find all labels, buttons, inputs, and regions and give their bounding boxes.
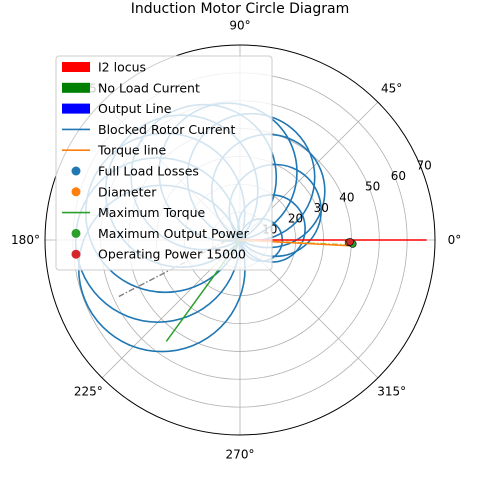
- legend-entry: Maximum Torque: [62, 205, 205, 220]
- operating-power-15000-point: [346, 238, 354, 246]
- radial-tick-label: 40: [339, 190, 354, 204]
- tick-labels: 0°45°90°135°180°225°270°315°102030405060…: [11, 19, 461, 462]
- legend-entry: Operating Power 15000: [71, 247, 246, 262]
- angle-tick-label: 180°: [11, 233, 40, 247]
- legend-swatch: [62, 82, 90, 93]
- radial-tick-label: 30: [314, 201, 329, 215]
- legend-swatch: [71, 166, 81, 176]
- legend-label: No Load Current: [98, 80, 200, 95]
- angle-tick-label: 0°: [448, 233, 462, 247]
- auxiliary-line: [239, 239, 355, 246]
- polar-frame: [44, 44, 436, 436]
- legend-label: Output Line: [98, 101, 172, 116]
- legend-entry: Torque line: [62, 143, 166, 158]
- radial-tick-label: 60: [391, 169, 406, 183]
- legend-label: Maximum Output Power: [98, 226, 250, 241]
- radial-tick-label: 50: [365, 180, 380, 194]
- legend-entry: No Load Current: [62, 80, 200, 95]
- legend-entry: Blocked Rotor Current: [62, 122, 235, 137]
- legend-label: Diameter: [98, 184, 157, 199]
- legend-label: Maximum Torque: [98, 205, 205, 220]
- legend-label: Torque line: [97, 143, 166, 158]
- legend-swatch: [62, 103, 90, 114]
- radial-tick-label: 70: [417, 158, 432, 172]
- legend-entry: Diameter: [71, 184, 157, 199]
- legend-label: I2 locus: [98, 60, 146, 75]
- angle-tick-label: 270°: [226, 448, 255, 462]
- chart-title: Induction Motor Circle Diagram: [131, 1, 350, 17]
- legend-entry: Maximum Output Power: [71, 226, 250, 241]
- legend-swatch: [62, 62, 90, 72]
- legend-swatch: [71, 249, 81, 259]
- angle-tick-label: 225°: [74, 385, 103, 399]
- legend-swatch: [71, 228, 81, 238]
- legend-entry: Full Load Losses: [71, 164, 199, 179]
- legend-label: Operating Power 15000: [98, 247, 246, 262]
- angle-tick-label: 315°: [377, 385, 406, 399]
- legend-swatch: [71, 187, 81, 197]
- angle-tick-label: 90°: [229, 19, 250, 33]
- legend-label: Blocked Rotor Current: [98, 122, 235, 137]
- angle-tick-label: 45°: [381, 81, 402, 95]
- radial-tick-label: 20: [288, 212, 303, 226]
- legend-entry: Output Line: [62, 101, 172, 116]
- legend-entry: I2 locus: [62, 60, 146, 75]
- legend-label: Full Load Losses: [98, 164, 199, 179]
- legend-box: [55, 55, 273, 271]
- legend: I2 locus No Load Current Output Line Blocke…: [55, 55, 273, 271]
